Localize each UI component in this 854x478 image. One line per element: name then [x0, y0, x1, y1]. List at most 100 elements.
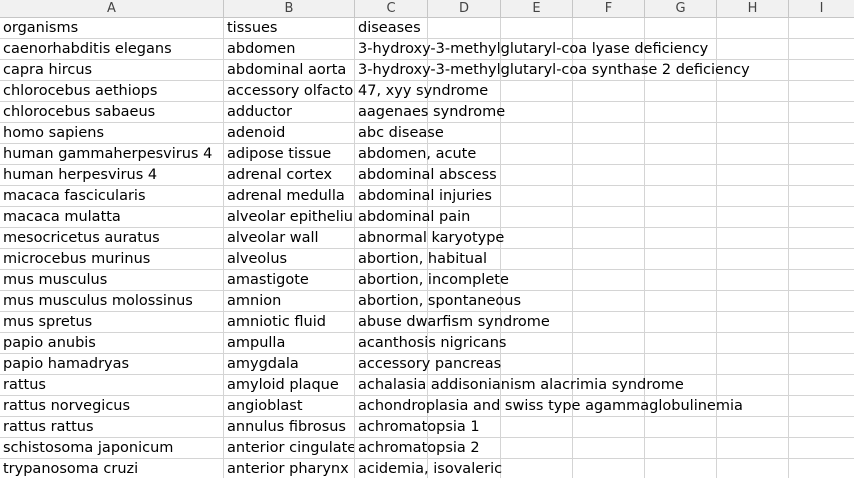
- cell-f17[interactable]: [573, 354, 645, 375]
- cell-a15[interactable]: mus spretus: [0, 312, 224, 333]
- cell-a11[interactable]: mesocricetus auratus: [0, 228, 224, 249]
- cell-b4[interactable]: accessory olfactory: [224, 81, 355, 102]
- cell-f12[interactable]: [573, 249, 645, 270]
- cell-h4[interactable]: [717, 81, 789, 102]
- cell-d20[interactable]: [428, 417, 501, 438]
- cell-f1[interactable]: [573, 18, 645, 39]
- cell-c16[interactable]: acanthosis nigricans: [355, 333, 506, 354]
- cell-c14[interactable]: abortion, spontaneous: [355, 291, 521, 312]
- cell-e12[interactable]: [501, 249, 573, 270]
- cell-d9[interactable]: [428, 186, 501, 207]
- cell-e10[interactable]: [501, 207, 573, 228]
- cell-h22[interactable]: [717, 459, 789, 478]
- column-header-g[interactable]: G: [645, 0, 717, 18]
- cell-g18[interactable]: [645, 375, 717, 396]
- cell-b6[interactable]: adenoid: [224, 123, 355, 144]
- cell-e11[interactable]: [501, 228, 573, 249]
- cell-a3[interactable]: capra hircus: [0, 60, 224, 81]
- cell-a8[interactable]: human herpesvirus 4: [0, 165, 224, 186]
- cell-b2[interactable]: abdomen: [224, 39, 355, 60]
- cell-f20[interactable]: [573, 417, 645, 438]
- cell-g9[interactable]: [645, 186, 717, 207]
- cell-a16[interactable]: papio anubis: [0, 333, 224, 354]
- cell-b5[interactable]: adductor: [224, 102, 355, 123]
- cell-d21[interactable]: [428, 438, 501, 459]
- column-header-f[interactable]: F: [573, 0, 645, 18]
- cell-b8[interactable]: adrenal cortex: [224, 165, 355, 186]
- cell-d12[interactable]: [428, 249, 501, 270]
- cell-h20[interactable]: [717, 417, 789, 438]
- cell-a12[interactable]: microcebus murinus: [0, 249, 224, 270]
- cell-c5[interactable]: aagenaes syndrome: [355, 102, 505, 123]
- cell-f2[interactable]: [573, 39, 645, 60]
- cell-a4[interactable]: chlorocebus aethiops: [0, 81, 224, 102]
- cell-b13[interactable]: amastigote: [224, 270, 355, 291]
- cell-i1[interactable]: [789, 18, 854, 39]
- cell-c10[interactable]: abdominal pain: [355, 207, 470, 228]
- cell-f10[interactable]: [573, 207, 645, 228]
- cell-f3[interactable]: [573, 60, 645, 81]
- cell-e3[interactable]: [501, 60, 573, 81]
- cell-d7[interactable]: [428, 144, 501, 165]
- cell-f9[interactable]: [573, 186, 645, 207]
- cell-h8[interactable]: [717, 165, 789, 186]
- cell-a22[interactable]: trypanosoma cruzi: [0, 459, 224, 478]
- cell-d22[interactable]: [428, 459, 501, 478]
- cell-g2[interactable]: [645, 39, 717, 60]
- cell-g5[interactable]: [645, 102, 717, 123]
- cell-i14[interactable]: [789, 291, 854, 312]
- cell-b10[interactable]: alveolar epithelium: [224, 207, 355, 228]
- cell-d2[interactable]: [428, 39, 501, 60]
- cell-i11[interactable]: [789, 228, 854, 249]
- cell-h7[interactable]: [717, 144, 789, 165]
- cell-h10[interactable]: [717, 207, 789, 228]
- cell-c15[interactable]: abuse dwarfism syndrome: [355, 312, 550, 333]
- cell-b15[interactable]: amniotic fluid: [224, 312, 355, 333]
- cell-c8[interactable]: abdominal abscess: [355, 165, 497, 186]
- cell-e17[interactable]: [501, 354, 573, 375]
- cell-g19[interactable]: [645, 396, 717, 417]
- cell-e15[interactable]: [501, 312, 573, 333]
- cell-i6[interactable]: [789, 123, 854, 144]
- cell-h1[interactable]: [717, 18, 789, 39]
- cell-b16[interactable]: ampulla: [224, 333, 355, 354]
- column-header-h[interactable]: H: [717, 0, 789, 18]
- cell-h11[interactable]: [717, 228, 789, 249]
- cell-a5[interactable]: chlorocebus sabaeus: [0, 102, 224, 123]
- cell-b7[interactable]: adipose tissue: [224, 144, 355, 165]
- cell-i9[interactable]: [789, 186, 854, 207]
- cell-g3[interactable]: [645, 60, 717, 81]
- cell-f19[interactable]: [573, 396, 645, 417]
- cell-i20[interactable]: [789, 417, 854, 438]
- cell-b19[interactable]: angioblast: [224, 396, 355, 417]
- cell-h5[interactable]: [717, 102, 789, 123]
- cell-i10[interactable]: [789, 207, 854, 228]
- cell-i8[interactable]: [789, 165, 854, 186]
- cell-g14[interactable]: [645, 291, 717, 312]
- cell-h2[interactable]: [717, 39, 789, 60]
- column-header-e[interactable]: E: [501, 0, 573, 18]
- cell-h16[interactable]: [717, 333, 789, 354]
- cell-f22[interactable]: [573, 459, 645, 478]
- cell-b22[interactable]: anterior pharynx: [224, 459, 355, 478]
- cell-f15[interactable]: [573, 312, 645, 333]
- cell-a20[interactable]: rattus rattus: [0, 417, 224, 438]
- cell-h9[interactable]: [717, 186, 789, 207]
- column-header-b[interactable]: B: [224, 0, 355, 18]
- cell-d11[interactable]: [428, 228, 501, 249]
- column-header-c[interactable]: C: [355, 0, 428, 18]
- cell-c17[interactable]: accessory pancreas: [355, 354, 501, 375]
- cell-i18[interactable]: [789, 375, 854, 396]
- cell-h19[interactable]: [717, 396, 789, 417]
- cell-h18[interactable]: [717, 375, 789, 396]
- cell-e4[interactable]: [501, 81, 573, 102]
- cell-e16[interactable]: [501, 333, 573, 354]
- cell-a17[interactable]: papio hamadryas: [0, 354, 224, 375]
- cell-e14[interactable]: [501, 291, 573, 312]
- cell-e6[interactable]: [501, 123, 573, 144]
- cell-c21[interactable]: achromatopsia 2: [355, 438, 480, 459]
- cell-e19[interactable]: [501, 396, 573, 417]
- cell-e20[interactable]: [501, 417, 573, 438]
- cell-a13[interactable]: mus musculus: [0, 270, 224, 291]
- cell-h6[interactable]: [717, 123, 789, 144]
